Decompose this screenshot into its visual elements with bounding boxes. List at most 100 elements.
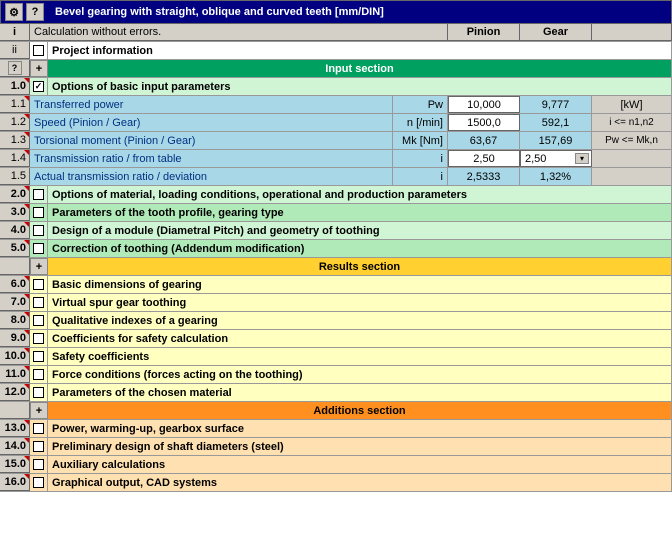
- label-5-0: Correction of toothing (Addendum modific…: [48, 240, 672, 257]
- label-7-0: Virtual spur gear toothing: [48, 294, 672, 311]
- checkbox-icon: [33, 243, 44, 254]
- chk-3-0[interactable]: [30, 204, 48, 221]
- checkbox-icon: [33, 423, 44, 434]
- row-4-0: 4.0 Design of a module (Diametral Pitch)…: [0, 222, 672, 240]
- label-9-0: Coefficients for safety calculation: [48, 330, 672, 347]
- label-14-0: Preliminary design of shaft diameters (s…: [48, 438, 672, 455]
- row-1-4: 1.4 Transmission ratio / from table i 2,…: [0, 150, 672, 168]
- proj-info: Project information: [48, 42, 672, 59]
- chk-2-0[interactable]: [30, 186, 48, 203]
- label-2-0: Options of material, loading conditions,…: [48, 186, 672, 203]
- idx-1-1: 1.1: [0, 96, 30, 113]
- additions-section-label: Additions section: [48, 402, 672, 419]
- row-13-0: 13.0 Power, warming-up, gearbox surface: [0, 420, 672, 438]
- chk-8-0[interactable]: [30, 312, 48, 329]
- label-15-0: Auxiliary calculations: [48, 456, 672, 473]
- idx-1-5: 1.5: [0, 168, 30, 185]
- sym-1-5: i: [393, 168, 448, 185]
- chk-1-0[interactable]: [30, 78, 48, 95]
- calc-status: Calculation without errors.: [30, 24, 448, 41]
- chk-6-0[interactable]: [30, 276, 48, 293]
- row-14-0: 14.0 Preliminary design of shaft diamete…: [0, 438, 672, 456]
- chk-12-0[interactable]: [30, 384, 48, 401]
- plus-button-additions[interactable]: +: [30, 402, 48, 419]
- chk-5-0[interactable]: [30, 240, 48, 257]
- val1-1-3: 63,67: [448, 132, 520, 149]
- label-1-1: Transferred power: [30, 96, 393, 113]
- row-16-0: 16.0 Graphical output, CAD systems: [0, 474, 672, 492]
- row-3-0: 3.0 Parameters of the tooth profile, gea…: [0, 204, 672, 222]
- q-cell: ?: [0, 60, 30, 77]
- help-icon[interactable]: ?: [26, 3, 44, 21]
- row-11-0: 11.0 Force conditions (forces acting on …: [0, 366, 672, 384]
- val1-1-4[interactable]: 2,50: [448, 150, 520, 167]
- row-2-0: 2.0 Options of material, loading conditi…: [0, 186, 672, 204]
- checkbox-icon: [33, 477, 44, 488]
- row-1-2: 1.2 Speed (Pinion / Gear) n [/min] 1500,…: [0, 114, 672, 132]
- checkbox-icon: [33, 315, 44, 326]
- unit-1-1: [kW]: [592, 96, 672, 113]
- idx-3-0: 3.0: [0, 204, 30, 221]
- idx-10-0: 10.0: [0, 348, 30, 365]
- plus-button-input[interactable]: +: [30, 60, 48, 77]
- row-6-0: 6.0 Basic dimensions of gearing: [0, 276, 672, 294]
- proj-checkbox-cell[interactable]: [30, 42, 48, 59]
- additions-section-row: + Additions section: [0, 402, 672, 420]
- chk-16-0[interactable]: [30, 474, 48, 491]
- results-section-label: Results section: [48, 258, 672, 275]
- chk-14-0[interactable]: [30, 438, 48, 455]
- checkbox-icon: [33, 369, 44, 380]
- val2-1-2: 592,1: [520, 114, 592, 131]
- chk-4-0[interactable]: [30, 222, 48, 239]
- chk-7-0[interactable]: [30, 294, 48, 311]
- row-1-0: 1.0 Options of basic input parameters: [0, 78, 672, 96]
- label-12-0: Parameters of the chosen material: [48, 384, 672, 401]
- idx-4-0: 4.0: [0, 222, 30, 239]
- q-button[interactable]: ?: [8, 61, 22, 75]
- val1-1-2[interactable]: 1500,0: [448, 114, 520, 131]
- chk-10-0[interactable]: [30, 348, 48, 365]
- row-8-0: 8.0 Qualitative indexes of a gearing: [0, 312, 672, 330]
- checkbox-checked-icon: [33, 81, 44, 92]
- unit-1-2[interactable]: i <= n1,n2: [592, 114, 672, 131]
- chk-9-0[interactable]: [30, 330, 48, 347]
- label-4-0: Design of a module (Diametral Pitch) and…: [48, 222, 672, 239]
- label-16-0: Graphical output, CAD systems: [48, 474, 672, 491]
- val2-1-1: 9,777: [520, 96, 592, 113]
- hdr-ii: ii: [0, 42, 30, 59]
- idx-6-0: 6.0: [0, 276, 30, 293]
- val2-1-3: 157,69: [520, 132, 592, 149]
- row-9-0: 9.0 Coefficients for safety calculation: [0, 330, 672, 348]
- label-1-5: Actual transmission ratio / deviation: [30, 168, 393, 185]
- idx-12-0: 12.0: [0, 384, 30, 401]
- blank-idx-additions: [0, 402, 30, 419]
- chk-13-0[interactable]: [30, 420, 48, 437]
- label-1-4: Transmission ratio / from table: [30, 150, 393, 167]
- unit-1-4: [592, 150, 672, 167]
- label-13-0: Power, warming-up, gearbox surface: [48, 420, 672, 437]
- app-icon[interactable]: ⚙: [5, 3, 23, 21]
- idx-1-0: 1.0: [0, 78, 30, 95]
- checkbox-icon: [33, 333, 44, 344]
- label-11-0: Force conditions (forces acting on the t…: [48, 366, 672, 383]
- row-1-1: 1.1 Transferred power Pw 10,000 9,777 [k…: [0, 96, 672, 114]
- val2-1-4[interactable]: 2,50: [520, 150, 592, 167]
- unit-1-3[interactable]: Pw <= Mk,n: [592, 132, 672, 149]
- label-8-0: Qualitative indexes of a gearing: [48, 312, 672, 329]
- checkbox-icon: [33, 459, 44, 470]
- chk-15-0[interactable]: [30, 456, 48, 473]
- row-1-5: 1.5 Actual transmission ratio / deviatio…: [0, 168, 672, 186]
- idx-15-0: 15.0: [0, 456, 30, 473]
- label-1-3: Torsional moment (Pinion / Gear): [30, 132, 393, 149]
- blank-idx-results: [0, 258, 30, 275]
- idx-7-0: 7.0: [0, 294, 30, 311]
- results-section-row: + Results section: [0, 258, 672, 276]
- checkbox-icon: [33, 297, 44, 308]
- sym-1-2: n [/min]: [393, 114, 448, 131]
- plus-button-results[interactable]: +: [30, 258, 48, 275]
- row-10-0: 10.0 Safety coefficients: [0, 348, 672, 366]
- chk-11-0[interactable]: [30, 366, 48, 383]
- label-6-0: Basic dimensions of gearing: [48, 276, 672, 293]
- val1-1-1[interactable]: 10,000: [448, 96, 520, 113]
- sym-1-4: i: [393, 150, 448, 167]
